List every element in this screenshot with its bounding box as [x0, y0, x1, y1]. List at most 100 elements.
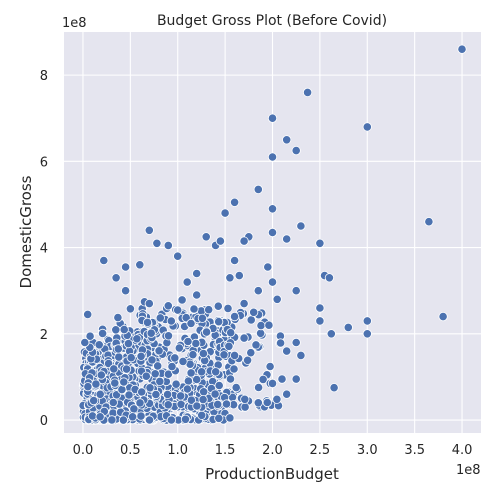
data-point	[243, 355, 253, 365]
data-point	[199, 387, 209, 397]
data-point	[253, 398, 263, 408]
data-point	[229, 364, 239, 374]
data-point	[191, 338, 201, 348]
data-point	[192, 268, 202, 279]
data-points	[78, 44, 467, 425]
data-point	[182, 277, 192, 287]
data-point	[176, 391, 186, 401]
data-point	[224, 341, 234, 351]
data-point	[251, 340, 261, 350]
data-point	[296, 350, 306, 360]
data-point	[87, 411, 98, 421]
data-point	[230, 311, 240, 322]
data-point	[89, 395, 99, 406]
data-point	[180, 414, 191, 424]
data-point	[163, 240, 173, 250]
x-tick-label: 3.5	[404, 443, 425, 458]
data-point	[91, 379, 101, 389]
data-point	[210, 389, 220, 399]
data-point	[80, 337, 90, 348]
y-offset-label: 1e8	[62, 16, 87, 31]
data-point	[163, 400, 173, 410]
data-point	[135, 260, 145, 270]
data-point	[146, 328, 156, 338]
data-point	[111, 325, 121, 335]
data-point	[240, 394, 250, 404]
data-point	[99, 255, 109, 266]
data-point	[291, 337, 301, 348]
data-point	[234, 270, 244, 281]
data-point	[231, 382, 241, 393]
data-point	[362, 122, 372, 132]
data-point	[202, 327, 212, 337]
data-point	[121, 262, 131, 272]
data-point	[98, 328, 108, 338]
y-tick-label: 4	[40, 242, 48, 257]
data-point	[282, 135, 292, 145]
data-point	[153, 361, 163, 371]
data-point	[136, 411, 146, 421]
data-point	[213, 301, 223, 311]
data-point	[291, 374, 301, 384]
data-point	[183, 376, 193, 386]
data-point	[424, 217, 434, 227]
data-point	[126, 353, 136, 363]
data-point	[107, 415, 117, 425]
data-point	[213, 399, 223, 409]
data-point	[188, 350, 198, 360]
data-point	[267, 378, 278, 388]
data-point	[362, 316, 372, 326]
data-point	[109, 364, 119, 374]
data-point	[246, 348, 256, 358]
data-point	[94, 340, 104, 350]
data-point	[186, 318, 196, 329]
data-point	[182, 384, 192, 394]
data-point	[225, 273, 235, 283]
data-point	[264, 320, 274, 330]
data-point	[177, 295, 187, 305]
data-point	[267, 277, 278, 287]
data-point	[197, 367, 207, 377]
data-point	[150, 369, 160, 379]
data-point	[135, 398, 145, 408]
data-point	[239, 298, 249, 309]
data-point	[221, 399, 232, 409]
data-point	[267, 204, 278, 214]
data-point	[253, 184, 263, 194]
data-point	[225, 374, 236, 384]
data-point	[214, 317, 224, 327]
data-point	[170, 353, 180, 363]
data-point	[154, 346, 164, 356]
data-point	[255, 328, 266, 338]
data-point	[95, 412, 105, 422]
data-point	[315, 303, 325, 313]
data-point	[113, 312, 123, 323]
data-point	[192, 290, 202, 300]
data-point	[124, 390, 134, 400]
data-point	[220, 208, 230, 218]
data-point	[121, 286, 131, 296]
data-point	[155, 376, 165, 386]
x-tick-labels: 0.0 0.5 1.0 1.5 2.0 2.5 3.0 3.5 4.0	[73, 443, 473, 458]
data-point	[291, 286, 301, 296]
x-tick-label: 1.5	[215, 443, 236, 458]
grid-lines	[64, 32, 481, 433]
data-point	[329, 383, 339, 393]
data-point	[117, 384, 127, 395]
data-point	[85, 331, 95, 341]
data-point	[186, 395, 196, 405]
data-point	[173, 251, 183, 261]
data-point	[272, 394, 282, 404]
data-point	[111, 273, 121, 283]
y-axis-label: DomesticGross	[17, 175, 35, 288]
data-point	[249, 307, 259, 317]
y-tick-label: 8	[40, 69, 48, 84]
data-point	[96, 370, 106, 380]
data-point	[114, 352, 124, 362]
data-point	[122, 364, 132, 374]
data-point	[214, 413, 224, 423]
data-point	[144, 225, 154, 235]
data-point	[265, 361, 275, 372]
data-point	[204, 305, 214, 315]
